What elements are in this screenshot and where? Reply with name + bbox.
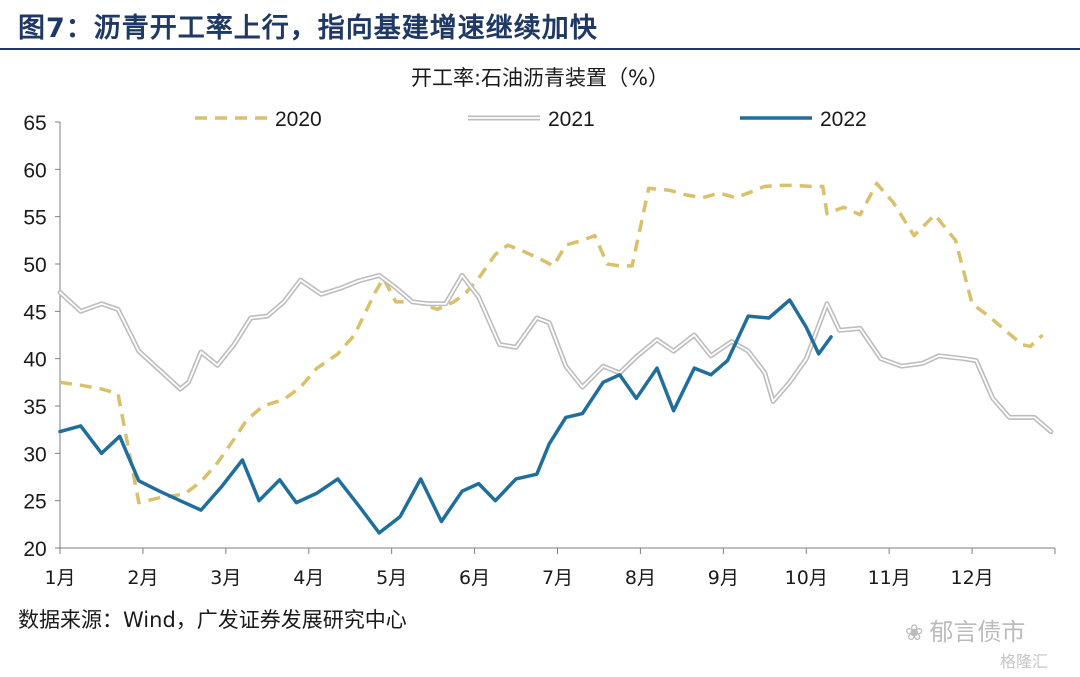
figure-title: 图7：沥青开工率上行，指向基建增速继续加快 — [18, 13, 598, 44]
watermark-secondary-text: 格隆汇 — [1000, 652, 1049, 671]
y-tick-label: 60 — [23, 159, 46, 182]
chart-title: 开工率:石油沥青装置（%） — [410, 66, 670, 90]
watermark-primary: ❀ 郁言债市 — [905, 612, 1025, 647]
x-tick-label: 10月 — [785, 567, 828, 589]
series-line-inner-2021 — [59, 274, 1052, 433]
x-tick-label: 12月 — [950, 567, 993, 589]
y-tick-label: 25 — [23, 491, 46, 514]
y-tick-label: 35 — [23, 396, 46, 419]
x-tick-label: 6月 — [459, 567, 490, 589]
watermark-secondary: 格隆汇 — [1000, 648, 1048, 672]
y-tick-label: 55 — [23, 207, 46, 230]
series-line-2021 — [57, 272, 1054, 435]
y-tick-label: 65 — [23, 112, 46, 135]
x-tick-label: 5月 — [376, 567, 407, 589]
x-tick-label: 3月 — [210, 567, 241, 589]
y-tick-label: 30 — [23, 443, 46, 466]
y-tick-label: 50 — [23, 254, 46, 277]
y-tick-label: 20 — [23, 538, 46, 561]
x-tick-label: 9月 — [708, 567, 739, 589]
x-tick-label: 1月 — [44, 567, 75, 589]
legend-label-2021: 2021 — [548, 108, 595, 131]
y-tick-label: 40 — [23, 349, 46, 372]
title-divider — [0, 48, 1080, 50]
series-line-2022 — [58, 298, 833, 535]
source-note: 数据来源：Wind，广发证券发展研究中心 — [18, 608, 407, 632]
wechat-icon: ❀ — [905, 621, 924, 646]
legend-label-2020: 2020 — [275, 108, 322, 131]
y-tick-label: 45 — [23, 301, 46, 324]
x-tick-label: 4月 — [293, 567, 324, 589]
series-line-2020 — [59, 181, 1044, 505]
legend-label-2022: 2022 — [820, 108, 867, 131]
x-tick-label: 11月 — [868, 567, 911, 589]
x-tick-label: 7月 — [542, 567, 573, 589]
x-tick-label: 2月 — [127, 567, 158, 589]
x-tick-label: 8月 — [625, 567, 656, 589]
watermark-primary-text: 郁言债市 — [929, 618, 1026, 646]
